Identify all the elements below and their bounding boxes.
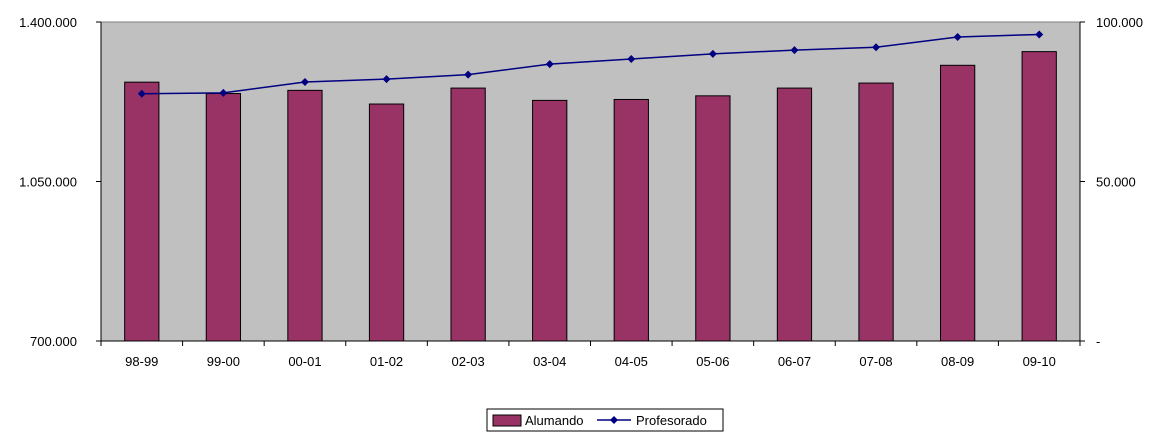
bar-alumando-06-07: [776, 87, 813, 342]
y-right-tick-label: 50.000: [1096, 175, 1136, 190]
x-tick-label-99-00: 99-00: [207, 354, 240, 369]
point-profesorado-03-04: [545, 60, 554, 69]
point-profesorado-06-07: [790, 46, 799, 55]
legend: Alumando Profesorado: [486, 408, 724, 432]
y-left-tick-label: 1.400.000: [19, 15, 77, 30]
y-right-tick-label: -: [1096, 334, 1100, 349]
point-profesorado-02-03: [464, 70, 473, 79]
point-profesorado-04-05: [627, 55, 636, 64]
bars-layer: [124, 51, 1057, 342]
legend-swatch-alumando: [492, 414, 522, 427]
point-profesorado-01-02: [382, 75, 391, 84]
point-profesorado-09-10: [1035, 30, 1044, 39]
y-left-tick-label: 700.000: [30, 334, 77, 349]
line-profesorado: [141, 33, 1040, 95]
x-tick-label-03-04: 03-04: [533, 354, 566, 369]
bar-alumando-09-10: [1021, 51, 1057, 342]
x-tick-label-02-03: 02-03: [452, 354, 485, 369]
x-tick-label-08-09: 08-09: [941, 354, 974, 369]
legend-marker-profesorado: [610, 416, 618, 424]
bar-alumando-99-00: [205, 93, 242, 342]
point-profesorado-00-01: [300, 77, 309, 86]
bar-alumando-08-09: [939, 64, 976, 342]
bar-alumando-00-01: [287, 89, 323, 342]
point-profesorado-05-06: [708, 49, 717, 58]
axes-layer: 98-99 99-00 00-01 01-02 02-03 03-04 04-05 05-06…: [19, 15, 1143, 369]
x-tick-label-09-10: 09-10: [1023, 354, 1056, 369]
line-layer: [137, 30, 1044, 98]
legend-label-alumando: Alumando: [525, 413, 584, 428]
bar-alumando-05-06: [695, 95, 731, 342]
x-tick-label-98-99: 98-99: [125, 354, 158, 369]
bar-alumando-04-05: [613, 98, 649, 342]
x-tick-label-04-05: 04-05: [615, 354, 648, 369]
point-profesorado-07-08: [872, 43, 881, 52]
x-tick-label-07-08: 07-08: [859, 354, 892, 369]
y-left-tick-label: 1.050.000: [19, 175, 77, 190]
bar-alumando-98-99: [124, 81, 160, 342]
x-tick-label-01-02: 01-02: [370, 354, 403, 369]
legend-label-profesorado: Profesorado: [636, 413, 707, 428]
plot-area: [100, 21, 1081, 342]
bar-alumando-07-08: [858, 82, 894, 342]
x-tick-label-00-01: 00-01: [288, 354, 321, 369]
point-profesorado-98-99: [137, 89, 146, 98]
bar-alumando-02-03: [450, 87, 486, 342]
bar-alumando-03-04: [532, 99, 568, 342]
point-profesorado-08-09: [953, 32, 962, 41]
point-profesorado-99-00: [219, 88, 228, 97]
bar-alumando-01-02: [368, 103, 405, 342]
x-tick-label-05-06: 05-06: [696, 354, 729, 369]
x-tick-label-06-07: 06-07: [778, 354, 811, 369]
y-right-tick-label: 100.000: [1096, 15, 1143, 30]
